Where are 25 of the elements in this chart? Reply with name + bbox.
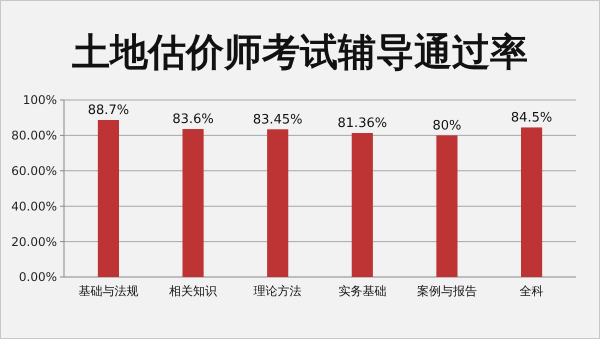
x-tick-label: 案例与报告: [416, 284, 477, 298]
x-tick-label: 基础与法规: [78, 284, 138, 298]
bar: [352, 132, 373, 277]
data-label: 83.45%: [252, 112, 302, 128]
bar: [436, 135, 458, 277]
bar: [267, 129, 288, 277]
x-tick-label: 理论方法: [254, 284, 302, 298]
y-tick-label: 80.00%: [11, 128, 57, 143]
x-tick-label: 全科: [520, 284, 544, 298]
data-label: 84.5%: [510, 110, 552, 126]
data-label: 88.7%: [88, 103, 130, 118]
y-tick-label: 20.00%: [11, 234, 57, 249]
x-tick-label: 相关知识: [169, 284, 218, 298]
data-label: 81.36%: [338, 116, 388, 131]
y-tick-label: 0.00%: [18, 270, 57, 284]
x-tick-label: 实务基础: [338, 284, 386, 298]
bar: [520, 127, 542, 277]
data-label: 83.6%: [172, 112, 214, 128]
y-tick-label: 40.00%: [11, 199, 57, 214]
y-tick-label: 60.00%: [11, 164, 57, 178]
chart-title: 土地估价师考试辅导通过率: [72, 30, 528, 74]
bar: [98, 120, 120, 277]
bar: [182, 129, 204, 277]
y-tick-label: 100%: [22, 93, 57, 108]
data-label: 80%: [432, 118, 462, 134]
